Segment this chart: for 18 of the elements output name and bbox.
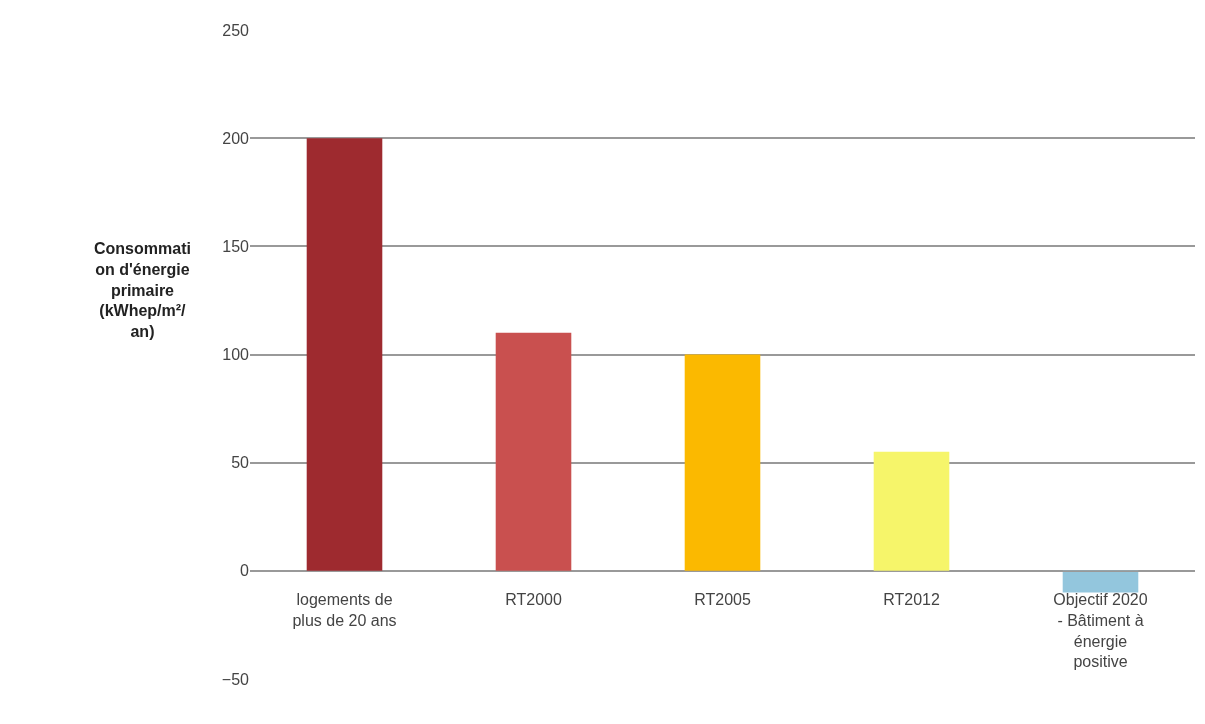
bar (306, 138, 383, 571)
y-tick-label: 250 (222, 21, 250, 39)
x-tick-label: RT2000 (505, 591, 562, 609)
y-tick-label: 150 (222, 237, 250, 255)
x-tick-label: Objectif 2020 - Bâtiment à énergie positive (1053, 591, 1148, 671)
x-tick-label: RT2012 (883, 591, 940, 609)
x-tick-label: logements de plus de 20 ans (292, 591, 397, 629)
bar (873, 451, 950, 571)
y-tick-label: 100 (222, 346, 250, 364)
y-tick-label: 0 (240, 562, 250, 580)
y-tick-label: 50 (231, 454, 250, 472)
x-tick-label: RT2005 (694, 591, 751, 609)
y-tick-label: 200 (222, 129, 250, 147)
y-axis-title: Consommati on d'énergie primaire (kWhep/m²/ an) (94, 240, 191, 341)
y-tick-label: −50 (221, 670, 250, 688)
bar (1062, 570, 1139, 593)
bar (684, 354, 761, 571)
bar (495, 332, 572, 571)
